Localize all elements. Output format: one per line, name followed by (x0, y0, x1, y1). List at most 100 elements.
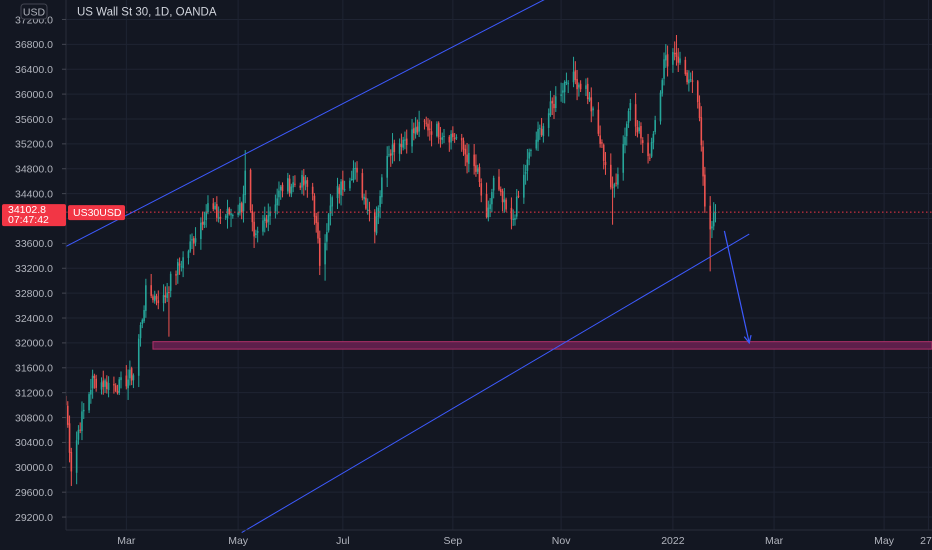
candle-body (604, 161, 607, 166)
y-tick-label: 30000.0 (15, 462, 53, 474)
y-tick-label: 29200.0 (15, 512, 53, 524)
last-price-value: 34102.8 (8, 204, 46, 216)
candle-body (530, 150, 532, 152)
candle-body (640, 126, 642, 139)
candle-body (613, 184, 616, 188)
candle-body (276, 198, 278, 206)
candle-body (205, 211, 207, 221)
candle-body (66, 405, 69, 425)
y-tick-label: 31200.0 (15, 387, 53, 399)
candle-body (102, 380, 105, 387)
candle-body (169, 273, 172, 291)
candle-body (636, 126, 639, 133)
candle-body (356, 167, 358, 173)
candle-body (249, 169, 252, 211)
price-axis-pane (0, 0, 66, 550)
support-zone (152, 341, 932, 350)
candle-body (473, 154, 475, 167)
candle-body (251, 210, 254, 223)
y-tick-label: 34400.0 (15, 188, 53, 200)
candle-body (327, 214, 330, 231)
candle-body (439, 138, 442, 140)
candle-body (263, 217, 266, 222)
candle-body (242, 194, 245, 212)
candle-body (157, 300, 160, 304)
candle-body (427, 123, 429, 131)
candle-body (524, 172, 527, 174)
currency-button[interactable]: USD (23, 7, 46, 19)
drawing-layer (65, 0, 752, 534)
candle-body (366, 209, 369, 211)
candle-body (398, 143, 401, 154)
candle-body (368, 209, 371, 211)
candle-body (615, 182, 617, 184)
candle-body (413, 128, 415, 134)
candle-body (590, 97, 593, 112)
candle-body (677, 56, 680, 63)
candle-body (673, 53, 676, 55)
candle-body (343, 189, 346, 191)
candle-body (311, 186, 314, 195)
candle-body (354, 168, 357, 170)
candle-body (652, 133, 655, 143)
candle-body (216, 204, 218, 218)
candle-body (318, 237, 321, 266)
target-arrow-shaft (723, 230, 750, 344)
candle-body (638, 127, 640, 132)
candle-body (542, 126, 545, 136)
candle-body (155, 296, 158, 300)
candle-body (373, 211, 376, 232)
candle-body (153, 295, 156, 302)
candle-body (540, 128, 543, 135)
candle-body (137, 338, 140, 376)
candle-body (132, 375, 135, 381)
candle-body (563, 81, 566, 93)
candle-body (363, 196, 365, 200)
candle-body (478, 166, 481, 183)
candle-body (269, 211, 271, 217)
candle-body (452, 133, 454, 138)
candle-body (217, 217, 220, 219)
candle-body (381, 177, 383, 198)
candle-body (189, 241, 192, 252)
candle-body (288, 178, 291, 193)
candle-body (340, 181, 342, 196)
currency-button-box[interactable] (20, 3, 48, 20)
y-tick-label: 36000.0 (15, 89, 53, 101)
candle-body (462, 140, 465, 150)
candle-body (118, 379, 121, 393)
candle-body (535, 139, 538, 149)
candle-body (302, 176, 305, 186)
candle-body (214, 205, 216, 209)
candle-body (104, 380, 106, 387)
candle-body (578, 84, 580, 88)
candle-body (622, 144, 625, 173)
candle-body (654, 120, 656, 133)
symbol-tag-label: US30USD (73, 207, 122, 219)
y-tick-label: 33200.0 (15, 263, 53, 275)
x-tick-label: Sep (444, 535, 463, 547)
x-tick-label: Mar (765, 535, 784, 547)
candle-body (411, 129, 413, 147)
candle-body (514, 218, 516, 220)
candle-body (487, 207, 490, 218)
candle-body (404, 139, 406, 141)
candle-body (129, 369, 131, 379)
candle-body (301, 175, 303, 188)
symbol-tag (68, 205, 125, 221)
candle-body (91, 375, 94, 389)
candle-body (180, 266, 183, 268)
candle-body (200, 222, 202, 239)
y-tick-label: 35600.0 (15, 114, 53, 126)
candle-body (139, 325, 142, 339)
candle-body (592, 108, 594, 111)
grid-layer (66, 0, 932, 530)
candle-body (219, 216, 222, 219)
candle-body (700, 117, 703, 146)
candle-body (402, 139, 404, 148)
candle-body (423, 120, 426, 122)
candle-body (400, 143, 403, 147)
